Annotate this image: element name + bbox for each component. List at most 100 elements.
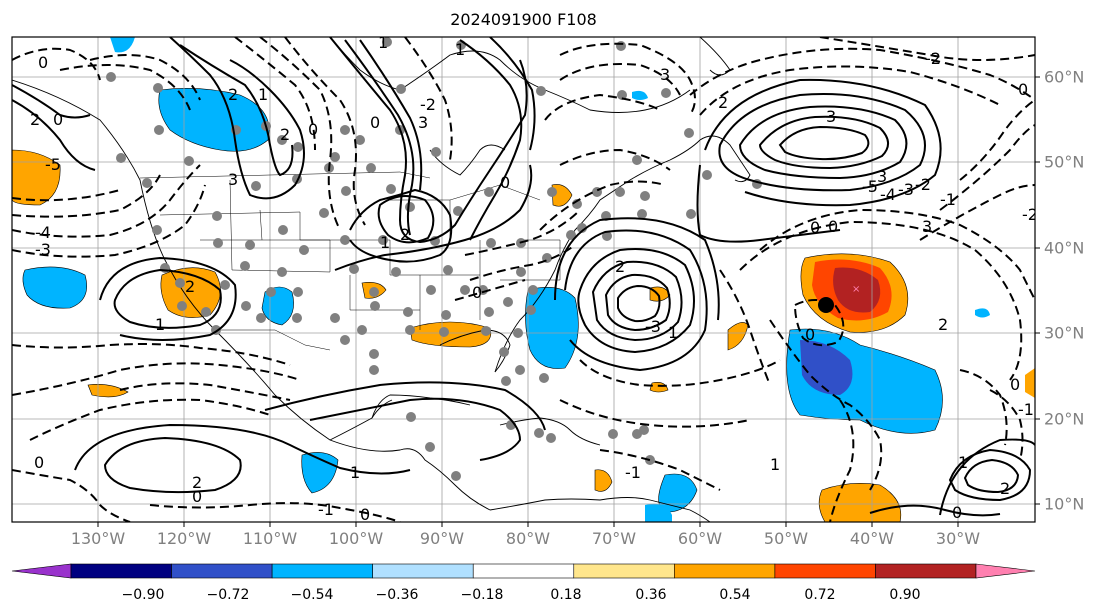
storm-center-marker (818, 297, 834, 313)
contour-label: 2 (400, 225, 410, 244)
colorbar-label: 0.72 (804, 587, 836, 603)
contour-label: 0 (500, 173, 510, 192)
contour-label: -1 (625, 463, 641, 482)
contour-label: 0 (1018, 80, 1028, 99)
lat-label: 30°N (1044, 323, 1085, 343)
lon-label: 40°W (849, 529, 895, 548)
colorbar-segment (975, 563, 1036, 579)
contour-label: -4 (880, 185, 896, 204)
lon-label: 120°W (156, 529, 212, 548)
colorbar-label: −0.90 (121, 587, 165, 603)
colorbar-label: 0.90 (889, 587, 921, 603)
contour-label: 3 (228, 170, 238, 189)
lat-label: 20°N (1044, 409, 1085, 429)
lon-label: 130°W (70, 529, 126, 548)
contour-label: 1 (455, 40, 465, 59)
colorbar-label: 0.54 (719, 587, 751, 603)
contour-label: -2 (1022, 205, 1038, 224)
contour-label: 2 (615, 257, 625, 276)
coastlines (12, 37, 751, 522)
lon-label: 80°W (505, 529, 551, 548)
map-frame (11, 36, 1036, 523)
contour-label: 1 (350, 463, 360, 482)
colorbar-segment (70, 563, 172, 579)
contour-label: -2 (420, 95, 436, 114)
contour-label: -2 (925, 49, 941, 68)
contour-label: 3 (418, 113, 428, 132)
lat-label: 10°N (1044, 494, 1085, 514)
colorbar-segment (774, 563, 876, 579)
lon-label: 50°W (763, 529, 809, 548)
lon-label: 100°W (328, 529, 384, 548)
contour-label: -2 (915, 175, 931, 194)
colorbar-segment (271, 563, 373, 579)
contour-label: 2 (30, 110, 40, 129)
contour-label: 2 (1000, 479, 1010, 498)
colorbar-label: 0.18 (550, 587, 582, 603)
dashed-contours (12, 37, 1035, 522)
colorbar-segment (472, 563, 575, 579)
station-markers (106, 37, 762, 481)
contour-label: 0 (472, 283, 482, 302)
contour-label: 1 (155, 315, 165, 334)
contour-label: 1 (668, 323, 678, 342)
contour-label: 0 (810, 218, 820, 237)
contour-label: 0 (308, 120, 318, 139)
contour-label: 2 (192, 473, 202, 492)
contour-label: 0 (828, 217, 838, 236)
colorbar-label: −0.36 (375, 587, 419, 603)
colorbar-segment (11, 563, 72, 579)
map-title: 2024091900 F108 (450, 10, 597, 29)
colorbar-label: −0.72 (206, 587, 250, 603)
contour-label: -1 (1018, 400, 1034, 419)
lat-label: 50°N (1044, 152, 1085, 172)
contour-label: 2 (185, 277, 195, 296)
lon-label: 90°W (419, 529, 465, 548)
axis-ticks (97, 76, 1040, 527)
colorbar-label: −0.54 (290, 587, 334, 603)
lon-label: 30°W (935, 529, 981, 548)
contour-label: 0 (805, 325, 815, 344)
contour-label: 3 (826, 107, 836, 126)
maximum-marker: × (852, 284, 860, 295)
contour-label: 3 (922, 217, 932, 236)
contour-label: 1 (258, 85, 268, 104)
lon-label: 70°W (591, 529, 637, 548)
contour-label: 1 (378, 33, 388, 52)
lat-label: 60°N (1044, 67, 1085, 87)
colorbar-segment (372, 563, 474, 579)
contour-label: 2 (280, 125, 290, 144)
colorbar-label: 0.36 (635, 587, 667, 603)
contour-label: -4 (35, 223, 51, 242)
contour-label: 0 (370, 113, 380, 132)
colorbar-segment (674, 563, 776, 579)
contour-label: -3 (645, 317, 661, 336)
contour-label: 0 (1010, 375, 1020, 394)
contour-label: 0 (952, 503, 962, 522)
lat-label: 40°N (1044, 238, 1085, 258)
contour-label: -3 (898, 180, 914, 199)
contour-label: 2 (718, 93, 728, 112)
contour-label: -1 (318, 500, 334, 519)
contour-label: 0 (53, 110, 63, 129)
colorbar-segment (875, 563, 977, 579)
contour-label: 2 (938, 315, 948, 334)
contour-label: 1 (380, 233, 390, 252)
contour-label: -5 (45, 155, 61, 174)
solid-contours (12, 37, 1035, 517)
colorbar-label: −0.18 (460, 587, 504, 603)
contour-label: 1 (770, 455, 780, 474)
lon-label: 110°W (242, 529, 298, 548)
contour-label: -1 (940, 190, 956, 209)
contour-label: 0 (34, 453, 44, 472)
contour-label: 0 (38, 53, 48, 72)
contour-label: 0 (360, 505, 370, 524)
contour-label: 1 (958, 453, 968, 472)
contour-label: 3 (660, 65, 670, 84)
contour-label: 2 (228, 85, 238, 104)
lon-label: 60°W (677, 529, 723, 548)
contour-labels: 0 2 0 1 3 2 1 0 2 1 -5 2 -4 -3 1 0 1 2 3… (30, 33, 1038, 524)
colorbar-segment (171, 563, 273, 579)
